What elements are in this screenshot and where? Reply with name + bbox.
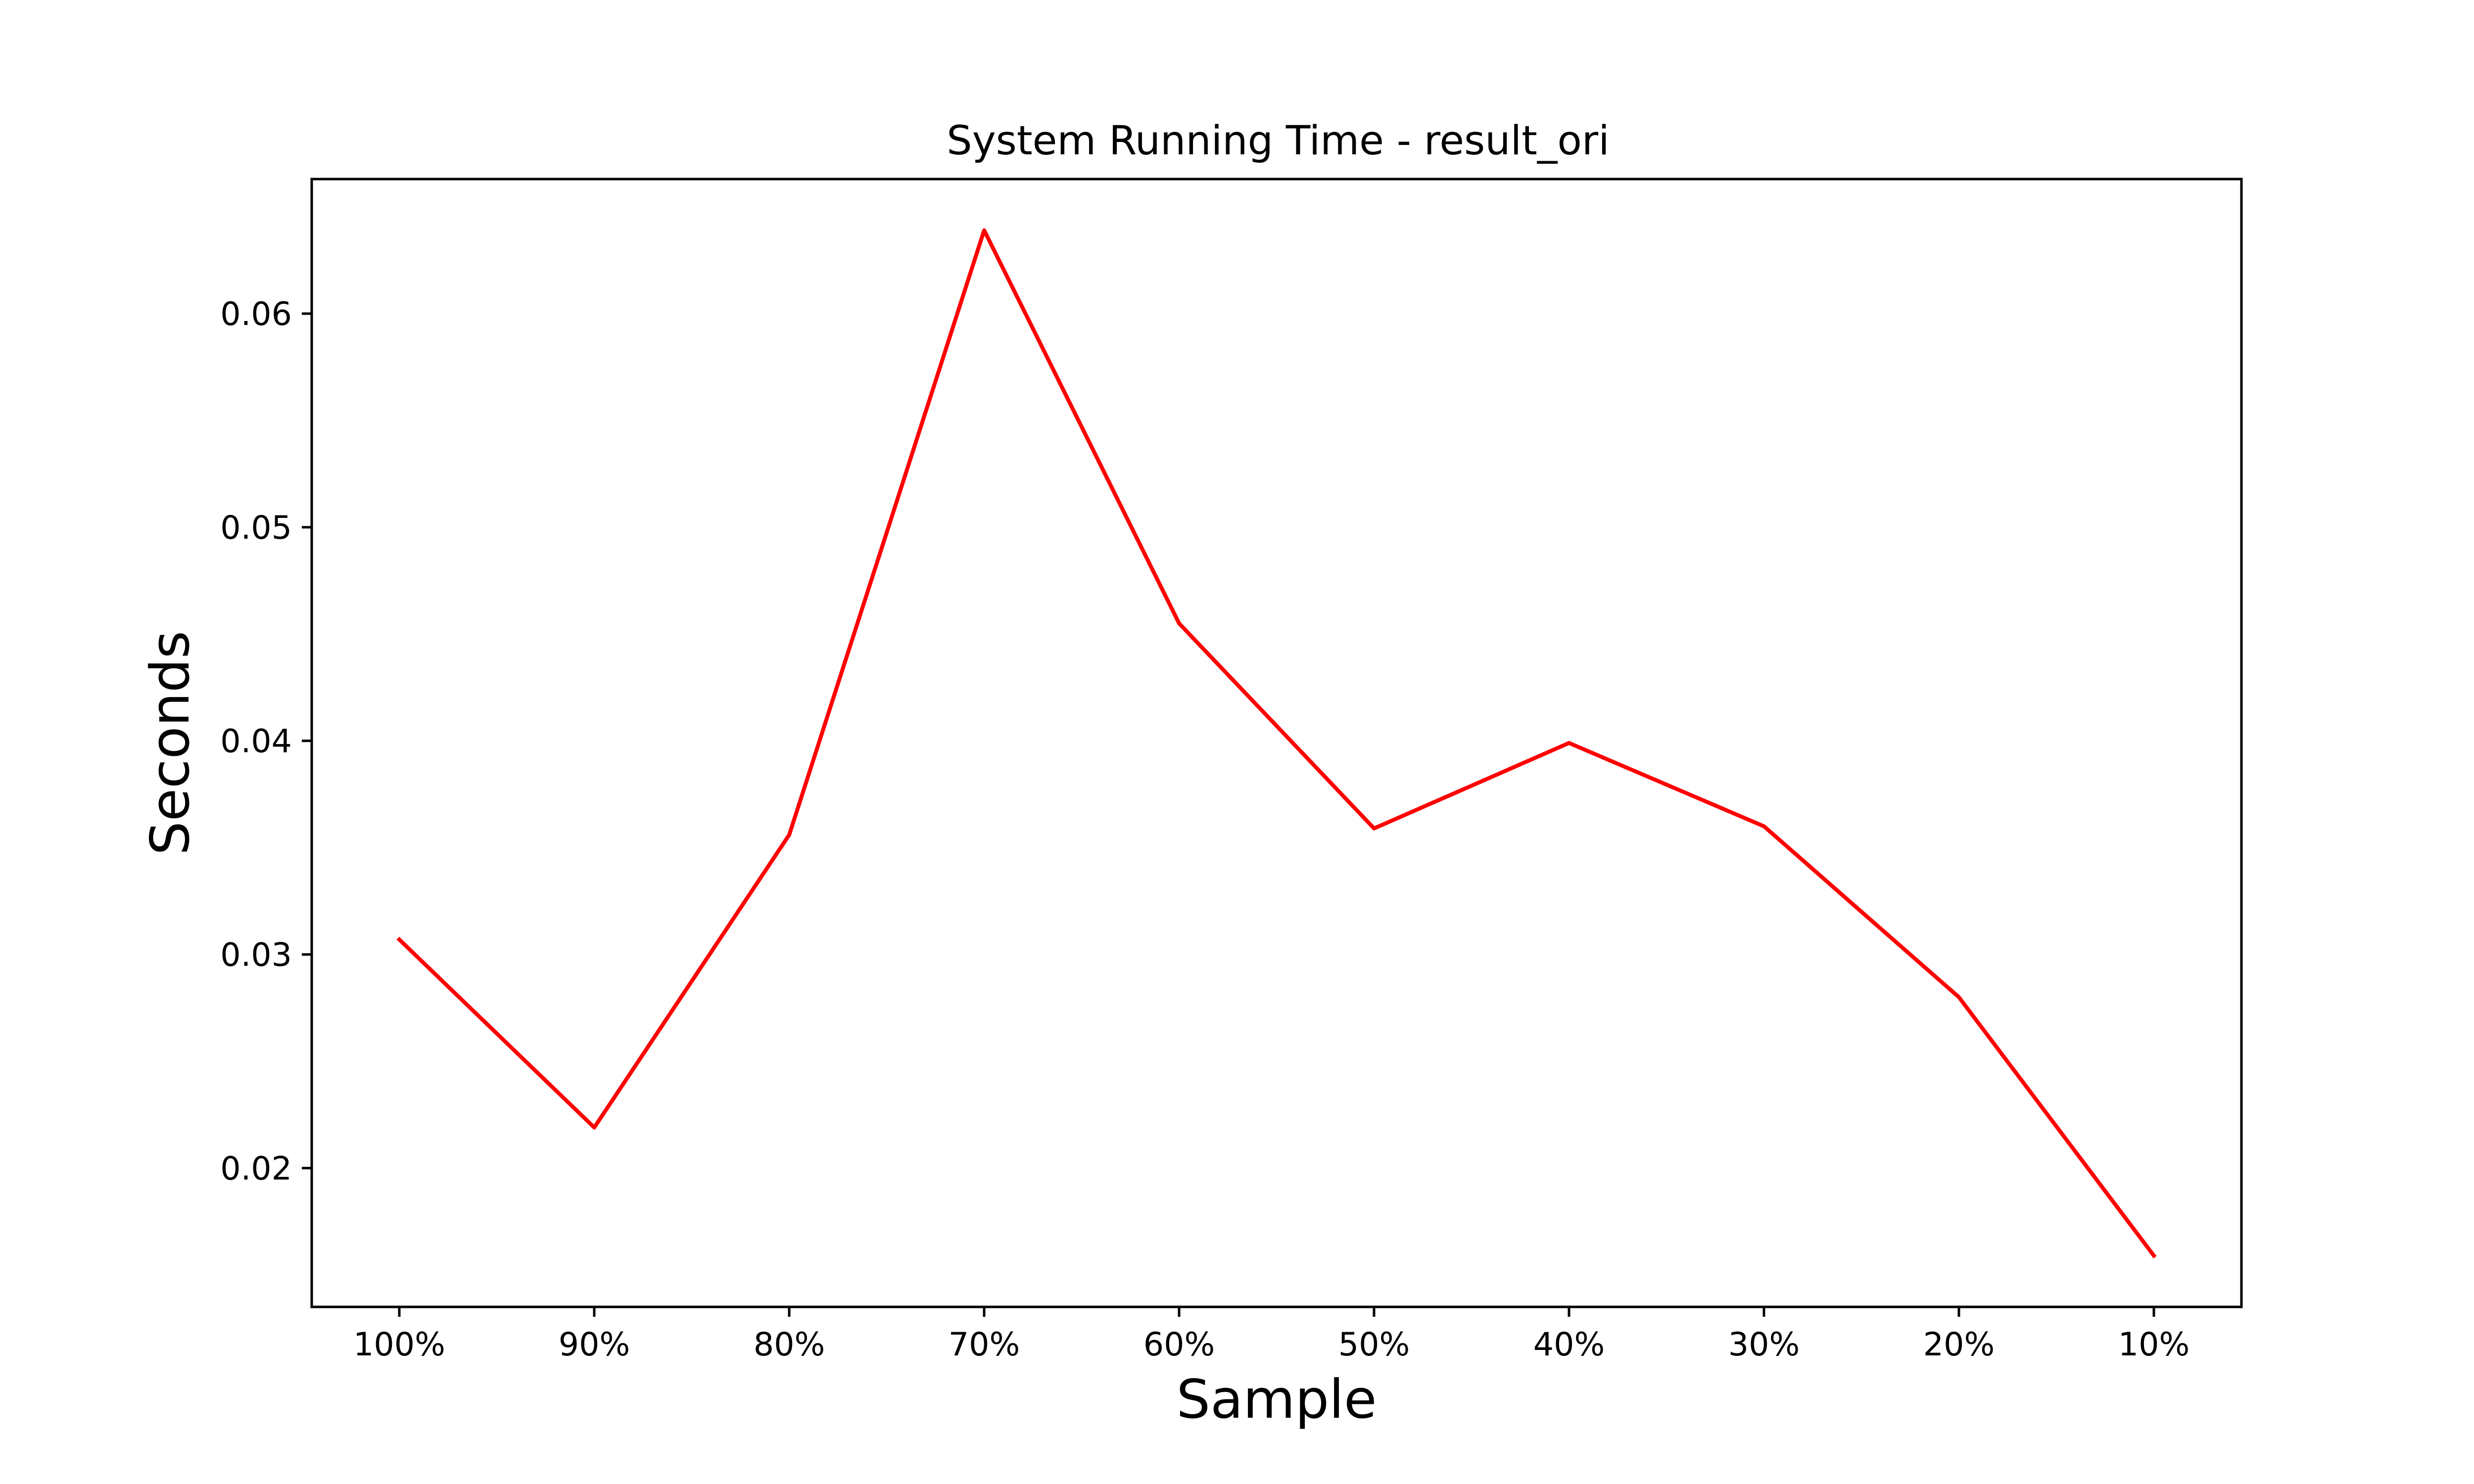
x-axis-title: Sample bbox=[1177, 1369, 1377, 1431]
x-tick-label: 40% bbox=[1533, 1326, 1605, 1363]
x-tick-label: 70% bbox=[949, 1326, 1020, 1363]
y-tick-label: 0.05 bbox=[220, 510, 292, 547]
x-tick-label: 60% bbox=[1143, 1326, 1215, 1363]
plot-area bbox=[396, 228, 2157, 1259]
x-tick-label: 20% bbox=[1923, 1326, 1995, 1363]
x-tick-label: 10% bbox=[2118, 1326, 2189, 1363]
series-line bbox=[396, 228, 2157, 1259]
y-tick-label: 0.06 bbox=[220, 296, 292, 333]
y-tick-label: 0.04 bbox=[220, 723, 292, 760]
y-tick-label: 0.03 bbox=[220, 937, 292, 974]
chart-title: System Running Time - result_ori bbox=[947, 118, 1609, 164]
x-tick-label: 100% bbox=[353, 1326, 445, 1363]
x-tick-label: 90% bbox=[559, 1326, 630, 1363]
x-tick-label: 50% bbox=[1338, 1326, 1410, 1363]
y-axis-title: Seconds bbox=[140, 631, 201, 855]
y-axis: 0.02 0.03 0.04 0.05 0.06 bbox=[220, 296, 312, 1187]
x-axis: 100% 90% 80% 70% 60% 50% 40% 30% 20% 10% bbox=[353, 1307, 2189, 1363]
plot-frame bbox=[310, 178, 2243, 1308]
y-tick-label: 0.02 bbox=[220, 1150, 292, 1187]
x-tick-label: 30% bbox=[1728, 1326, 1800, 1363]
x-tick-label: 80% bbox=[754, 1326, 825, 1363]
